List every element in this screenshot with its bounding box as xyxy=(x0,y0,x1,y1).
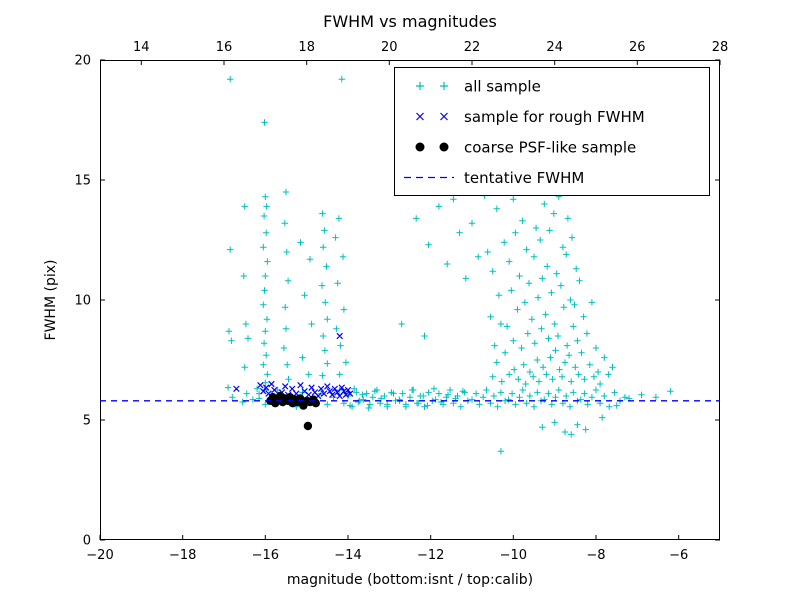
x-top-tick-label: 16 xyxy=(216,40,233,55)
y-tick-label: 15 xyxy=(74,174,91,189)
plot-area: −20 −18 −16 −14 −12 −10 −8 −6 14 16 18 20 22 24 26 28 0 5… xyxy=(74,40,728,563)
x-bottom-tick-label: −14 xyxy=(334,548,361,563)
x-top-tick-label: 20 xyxy=(381,40,398,55)
legend-label: coarse PSF-like sample xyxy=(464,139,636,157)
x-bottom-tick-label: −16 xyxy=(252,548,279,563)
x-bottom-tick-label: −8 xyxy=(586,548,605,563)
legend-label: sample for rough FWHM xyxy=(464,108,645,126)
legend-dot-marker xyxy=(439,142,449,152)
y-tick-label: 5 xyxy=(83,414,91,429)
legend: all sample sample for rough FWHM coarse PS… xyxy=(394,67,710,196)
chart-title: FWHM vs magnitudes xyxy=(323,12,497,31)
legend-item-coarse-psf-like-sample: coarse PSF-like sample xyxy=(415,139,636,157)
x-bottom-tick-label: −10 xyxy=(500,548,527,563)
legend-x-marker xyxy=(440,112,448,121)
x-top-tick-label: 14 xyxy=(133,40,150,55)
legend-label: all sample xyxy=(464,78,541,96)
y-tick-label: 10 xyxy=(74,294,91,309)
legend-label: tentative FWHM xyxy=(464,169,584,187)
series-coarse-psf-like-sample xyxy=(266,391,320,431)
x-bottom-tick-label: −20 xyxy=(86,548,113,563)
x-top-tick-label: 24 xyxy=(546,40,563,55)
y-tick-label: 0 xyxy=(83,534,91,549)
x-top-tick-label: 22 xyxy=(464,40,481,55)
y-axis-label: FWHM (pix) xyxy=(43,260,59,341)
series-all-sample xyxy=(224,76,674,455)
legend-plus-marker xyxy=(440,82,448,90)
tick-marks xyxy=(99,59,721,541)
legend-dot-marker xyxy=(415,142,425,152)
y-tick-label: 20 xyxy=(74,54,91,69)
legend-item-tentative-fwhm: tentative FWHM xyxy=(404,169,584,187)
x-top-tick-label: 18 xyxy=(298,40,315,55)
x-bottom-tick-label: −6 xyxy=(669,548,688,563)
legend-item-all-sample: all sample xyxy=(416,78,541,96)
x-bottom-tick-label: −18 xyxy=(169,548,196,563)
x-top-tick-label: 26 xyxy=(629,40,646,55)
x-top-tick-label: 28 xyxy=(712,40,729,55)
series-sample-for-rough-fwhm xyxy=(233,332,354,400)
legend-x-marker xyxy=(416,112,424,121)
legend-box xyxy=(394,67,710,196)
legend-plus-marker xyxy=(416,82,424,90)
x-axis-label: magnitude (bottom:isnt / top:calib) xyxy=(287,572,533,588)
scatter-point xyxy=(303,421,313,431)
x-bottom-tick-label: −12 xyxy=(417,548,444,563)
legend-item-sample-for-rough-fwhm: sample for rough FWHM xyxy=(416,108,645,126)
